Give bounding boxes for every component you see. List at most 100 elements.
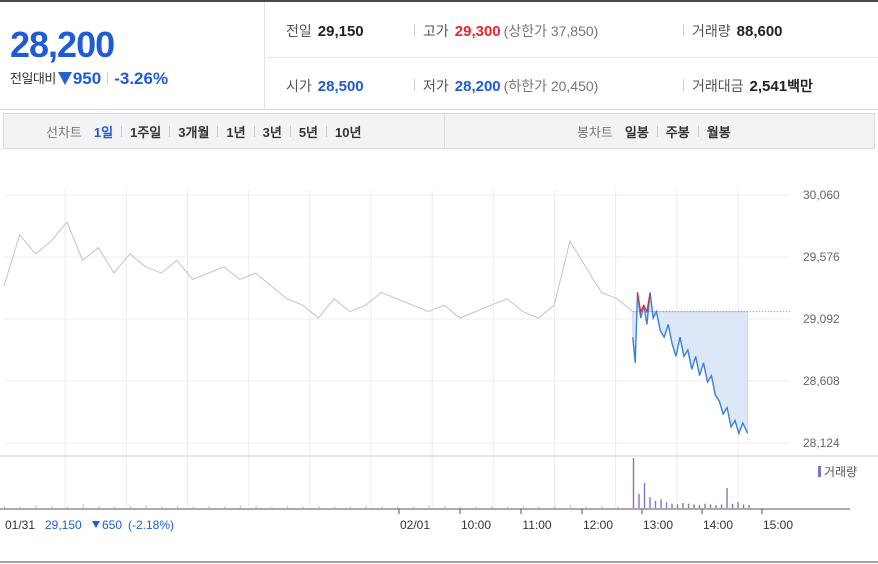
tab-separator [656,125,658,137]
volume-bar-today [660,499,662,508]
chart-tabs-bar: 선차트 1일 1주일 3개월 1년 3년 5년 10년 봉차트 일봉 주봉 월봉 [3,113,875,149]
stat-label: 시가 [286,78,312,94]
footer-change: 650 [102,518,122,532]
tab-line-4[interactable]: 3년 [262,124,282,140]
stat-unit: 백만 [787,78,813,94]
volume-bar-today [654,500,657,508]
volume-bar-today [632,458,635,508]
x-tick-label: 14:00 [703,518,733,532]
series-line-prev-day [3,220,634,319]
volume-bar-today [720,504,723,508]
volume-bar-prev [224,506,226,508]
stat-sub: (하한가 20,450) [503,78,599,94]
volume-bar-prev [4,505,6,508]
volume-bar-prev [538,506,540,508]
x-tick-label: 12:00 [583,518,613,532]
volume-bar-prev [522,505,524,508]
volume-bar-prev [129,505,131,508]
divider [107,72,109,84]
volume-bar-today [676,504,679,508]
tabs-divider [444,114,445,148]
series-line-today-above-ref [636,292,651,314]
footer-down-triangle-icon [92,521,100,528]
volume-bar-today [671,503,673,508]
volume-bar-prev [192,506,194,508]
volume-bar-prev [569,505,572,508]
divider [414,24,415,36]
volume-legend-swatch [818,466,821,477]
divider [414,79,415,91]
x-tick-label: 15:00 [763,518,793,532]
volume-bar-prev [585,506,587,508]
volume-bar-prev [82,504,84,508]
volume-bar-prev [35,505,37,508]
y-tick-label: 30,060 [803,188,840,202]
tab-separator [121,125,123,137]
volume-bar-prev [412,506,414,508]
change-amount: 950 [72,69,102,88]
volume-bar-prev [334,506,336,508]
stock-summary: 28,200 전일대비 950 -3.26% 전일 29,150 고가 29,300 (상… [0,0,878,110]
change-row: 전일대비 950 -3.26% [10,68,168,89]
stat-sub: (상한가 37,850) [503,23,599,39]
volume-bar-prev [318,505,320,508]
tab-line-3[interactable]: 1년 [226,124,246,140]
volume-bar-prev [475,506,477,508]
volume-bar-today [742,504,745,508]
series-line-today [632,292,749,436]
volume-bar-prev [208,505,210,508]
volume-bar-today [682,503,684,508]
volume-legend: 거래량 [818,465,857,479]
x-tick-label: 11:00 [522,518,551,532]
tab-candle-2[interactable]: 월봉 [706,124,731,140]
volume-legend-label: 거래량 [824,465,857,479]
volume-bar-prev [554,505,556,508]
tab-line-2[interactable]: 3개월 [178,124,210,140]
volume-bar-prev [271,506,273,508]
divider [683,24,684,36]
stat-value: 29,300 [454,23,501,40]
volume-bar-prev [365,505,367,508]
tab-line-5[interactable]: 5년 [298,124,319,140]
volume-bar-prev [444,505,446,508]
stat-value: 2,541 [749,78,788,95]
volume-bar-prev [507,506,509,508]
stat-volume: 거래량 88,600 [683,21,783,41]
volume-bar-prev [397,505,399,508]
row-divider [266,57,878,58]
volume-bar-prev [255,505,257,508]
volume-bar-prev [428,505,430,508]
volume-bar-prev [114,506,116,508]
volume-bar-today [665,502,668,508]
stat-prev-close: 전일 29,150 [286,21,364,41]
tab-separator [169,125,171,137]
tab-candle-1[interactable]: 주봉 [665,124,690,140]
volume-bar-today [737,502,739,508]
volume-bar-today [704,503,706,508]
tab-separator [217,125,219,137]
tab-separator [289,125,291,137]
volume-bar-prev [51,505,53,508]
tab-line-6[interactable]: 10년 [335,124,362,140]
stat-label: 저가 [423,78,449,94]
volume-bar-prev [239,505,241,508]
tab-candle-0[interactable]: 일봉 [624,124,649,140]
volume-bar-today [726,488,728,508]
footer-rate: (-2.18%) [128,518,174,532]
volume-bar-prev [66,506,69,508]
stat-label: 거래량 [692,23,731,39]
volume-bar-prev [302,506,304,508]
x-tick-label: 02/01 [400,518,430,532]
volume-bars [4,458,750,508]
stat-low: 저가 28,200 (하한가 20,450) [414,76,598,96]
volume-bar-today [687,503,690,508]
price-box: 28,200 전일대비 950 -3.26% [0,2,265,110]
x-axis-ticks: 02/01 10:00 11:00 12:00 13:00 14:00 15:00 [398,509,793,532]
stat-label: 전일 [286,23,312,39]
tab-separator [326,125,328,137]
tab-line-1[interactable]: 1주일 [130,124,162,140]
stat-value: 88,600 [736,23,783,40]
x-tick-label: 10:00 [461,518,491,532]
tab-separator [253,125,255,137]
tab-line-0[interactable]: 1일 [93,124,114,140]
